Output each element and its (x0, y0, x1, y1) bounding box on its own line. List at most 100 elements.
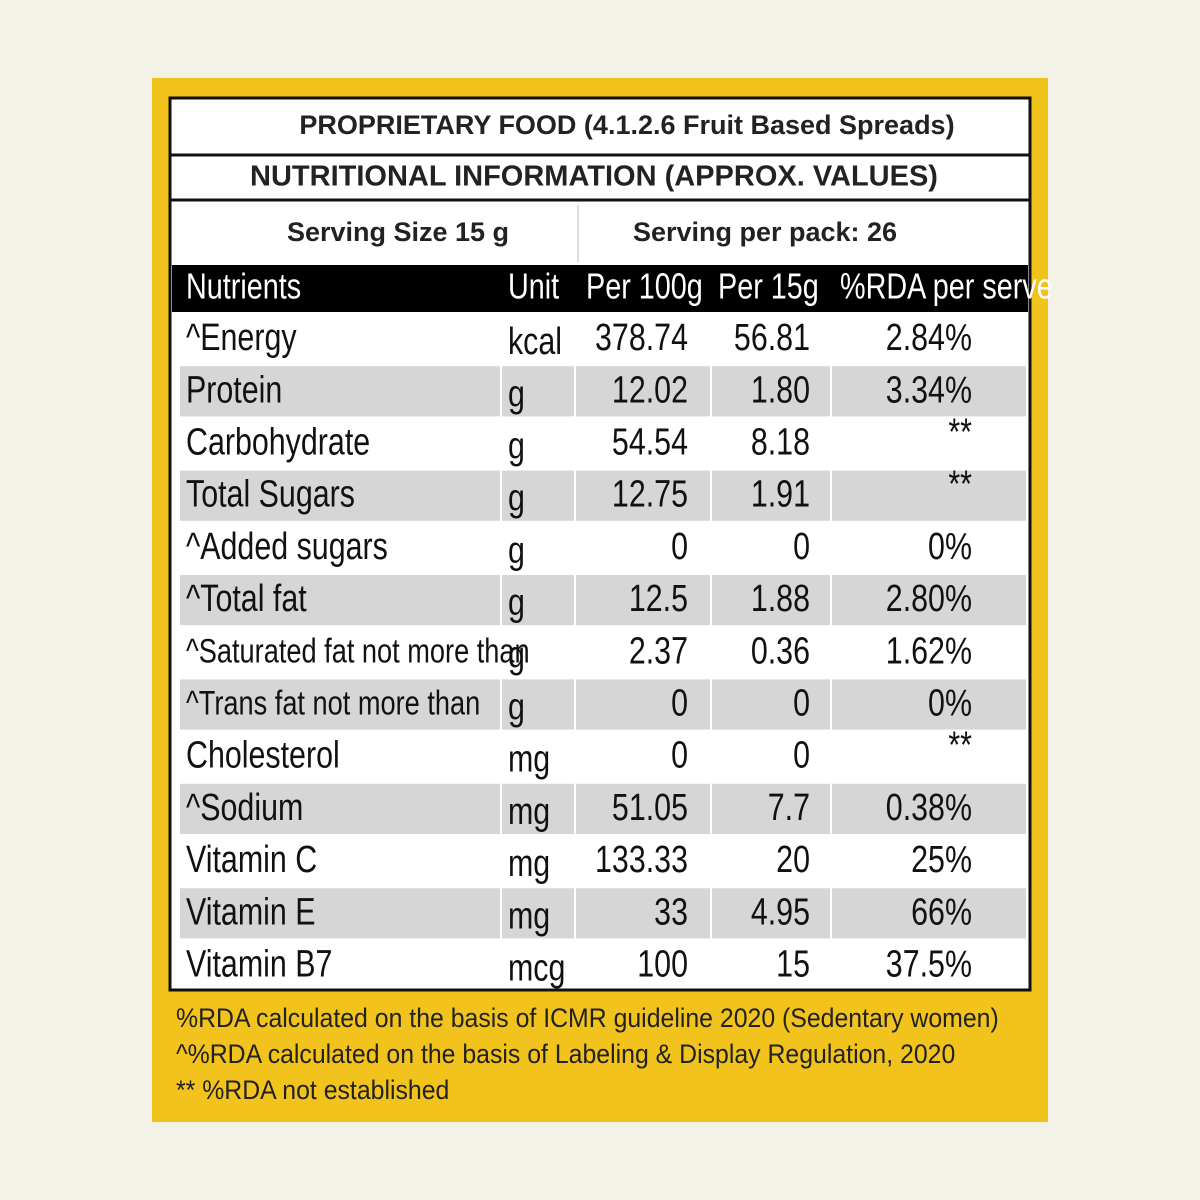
nutrient-name: Total Sugars (186, 474, 355, 516)
unit: mg (508, 843, 550, 885)
per-100g: 0 (671, 682, 688, 724)
row-shade (180, 679, 500, 730)
unit: g (508, 634, 525, 676)
per-15g: 56.81 (734, 317, 810, 359)
nutrient-name: ^Sodium (186, 787, 303, 829)
per-100g: 2.37 (629, 630, 688, 672)
table-box (168, 96, 1032, 992)
footnote: ^%RDA calculated on the basis of Labelin… (176, 1040, 955, 1069)
per-15g: 0 (793, 735, 810, 777)
nutrient-name: Carbohydrate (186, 421, 370, 463)
per-100g: 12.75 (612, 474, 688, 516)
nutrient-name: Protein (186, 369, 282, 411)
nutrient-name: Vitamin B7 (186, 943, 332, 985)
column-header: Nutrients (186, 265, 301, 306)
servings-per-pack: Serving per pack: 26 (633, 217, 897, 247)
row-shade (712, 470, 830, 521)
per-100g: 33 (654, 891, 688, 933)
unit: mg (508, 895, 550, 937)
per-15g: 0 (793, 682, 810, 724)
nutrient-name: ^Added sugars (186, 526, 388, 568)
rda: 2.80% (886, 578, 972, 620)
rda: ** (948, 725, 972, 767)
rda: 2.84% (886, 317, 972, 359)
row-shade (180, 575, 500, 626)
per-100g: 51.05 (612, 787, 688, 829)
per-15g: 15 (776, 943, 810, 985)
rda: ** (948, 464, 972, 506)
row-shade (502, 888, 574, 939)
per-100g: 378.74 (595, 317, 688, 359)
column-header: %RDA per serve (840, 265, 1053, 306)
rda: 0.38% (886, 787, 972, 829)
footnote: ** %RDA not established (176, 1076, 449, 1105)
row-shade (712, 783, 830, 834)
row-shade (832, 366, 1026, 417)
per-100g: 12.02 (612, 369, 688, 411)
row-shade (832, 888, 1026, 939)
row-shade (502, 366, 574, 417)
per-100g: 12.5 (629, 578, 688, 620)
row-shade (180, 783, 500, 834)
per-15g: 1.88 (751, 578, 810, 620)
rda: 66% (911, 891, 972, 933)
unit: g (508, 582, 525, 624)
per-100g: 100 (637, 943, 688, 985)
per-15g: 4.95 (751, 891, 810, 933)
row-shade (576, 679, 710, 730)
nutrient-name: Vitamin E (186, 891, 316, 933)
row-shade (712, 575, 830, 626)
row-shade (576, 470, 710, 521)
nutrient-name: ^Energy (186, 317, 297, 359)
row-shade (832, 470, 1026, 521)
unit: g (508, 373, 525, 415)
row-shade (180, 470, 500, 521)
unit: kcal (508, 321, 562, 363)
nutrient-name: ^Total fat (186, 578, 307, 620)
per-15g: 7.7 (768, 787, 810, 829)
row-shade (180, 888, 500, 939)
row-shade (712, 888, 830, 939)
row-shade (502, 470, 574, 521)
unit: mg (508, 791, 550, 833)
row-shade (502, 783, 574, 834)
title: PROPRIETARY FOOD (4.1.2.6 Fruit Based Sp… (299, 110, 954, 140)
per-100g: 54.54 (612, 421, 688, 463)
header-row (172, 265, 1028, 312)
per-15g: 0 (793, 526, 810, 568)
row-shade (576, 366, 710, 417)
row-shade (832, 783, 1026, 834)
rda: 0% (928, 526, 972, 568)
per-100g: 0 (671, 526, 688, 568)
column-header: Unit (508, 265, 559, 306)
nutrient-name: Cholesterol (186, 735, 340, 777)
row-shade (180, 366, 500, 417)
serving-size: Serving Size 15 g (287, 217, 509, 247)
footnote: %RDA calculated on the basis of ICMR gui… (176, 1004, 999, 1033)
column-header: Per 100g (586, 265, 703, 306)
rda: 1.62% (886, 630, 972, 672)
unit: g (508, 686, 525, 728)
nutrient-name: ^Saturated fat not more than (186, 631, 530, 670)
subtitle: NUTRITIONAL INFORMATION (APPROX. VALUES) (250, 161, 938, 193)
nutrient-name: Vitamin C (186, 839, 317, 881)
rda: 0% (928, 682, 972, 724)
row-shade (832, 679, 1026, 730)
unit: g (508, 530, 525, 572)
per-15g: 1.91 (751, 474, 810, 516)
per-15g: 1.80 (751, 369, 810, 411)
unit: g (508, 478, 525, 520)
unit: g (508, 425, 525, 467)
rda: 37.5% (886, 943, 972, 985)
table-body: Nutrients Unit Per 100g Per 15g %RDA per ser… (180, 265, 1053, 989)
row-shade (576, 783, 710, 834)
nutrient-name: ^Trans fat not more than (186, 684, 480, 723)
per-100g: 133.33 (595, 839, 688, 881)
row-shade (576, 888, 710, 939)
row-shade (576, 575, 710, 626)
unit: mcg (508, 947, 565, 989)
column-header: Per 15g (718, 265, 819, 306)
rda: 25% (911, 839, 972, 881)
row-shade (502, 679, 574, 730)
per-15g: 20 (776, 839, 810, 881)
